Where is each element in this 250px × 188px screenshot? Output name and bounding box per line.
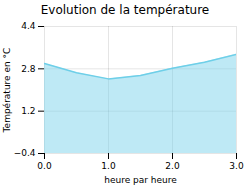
svg-text:2.0: 2.0 <box>165 161 180 171</box>
svg-text:3.0: 3.0 <box>229 161 244 171</box>
svg-text:−0.4: −0.4 <box>14 148 36 158</box>
svg-text:2.8: 2.8 <box>21 64 36 74</box>
svg-text:heure par heure: heure par heure <box>104 175 177 185</box>
svg-text:4.4: 4.4 <box>21 21 36 31</box>
svg-text:Température en °C: Température en °C <box>2 48 12 134</box>
svg-text:0.0: 0.0 <box>37 161 52 171</box>
svg-text:1.0: 1.0 <box>101 161 116 171</box>
html-text:Evolution de la température: Evolution de la température <box>40 3 210 17</box>
svg-text:1.2: 1.2 <box>21 106 35 116</box>
